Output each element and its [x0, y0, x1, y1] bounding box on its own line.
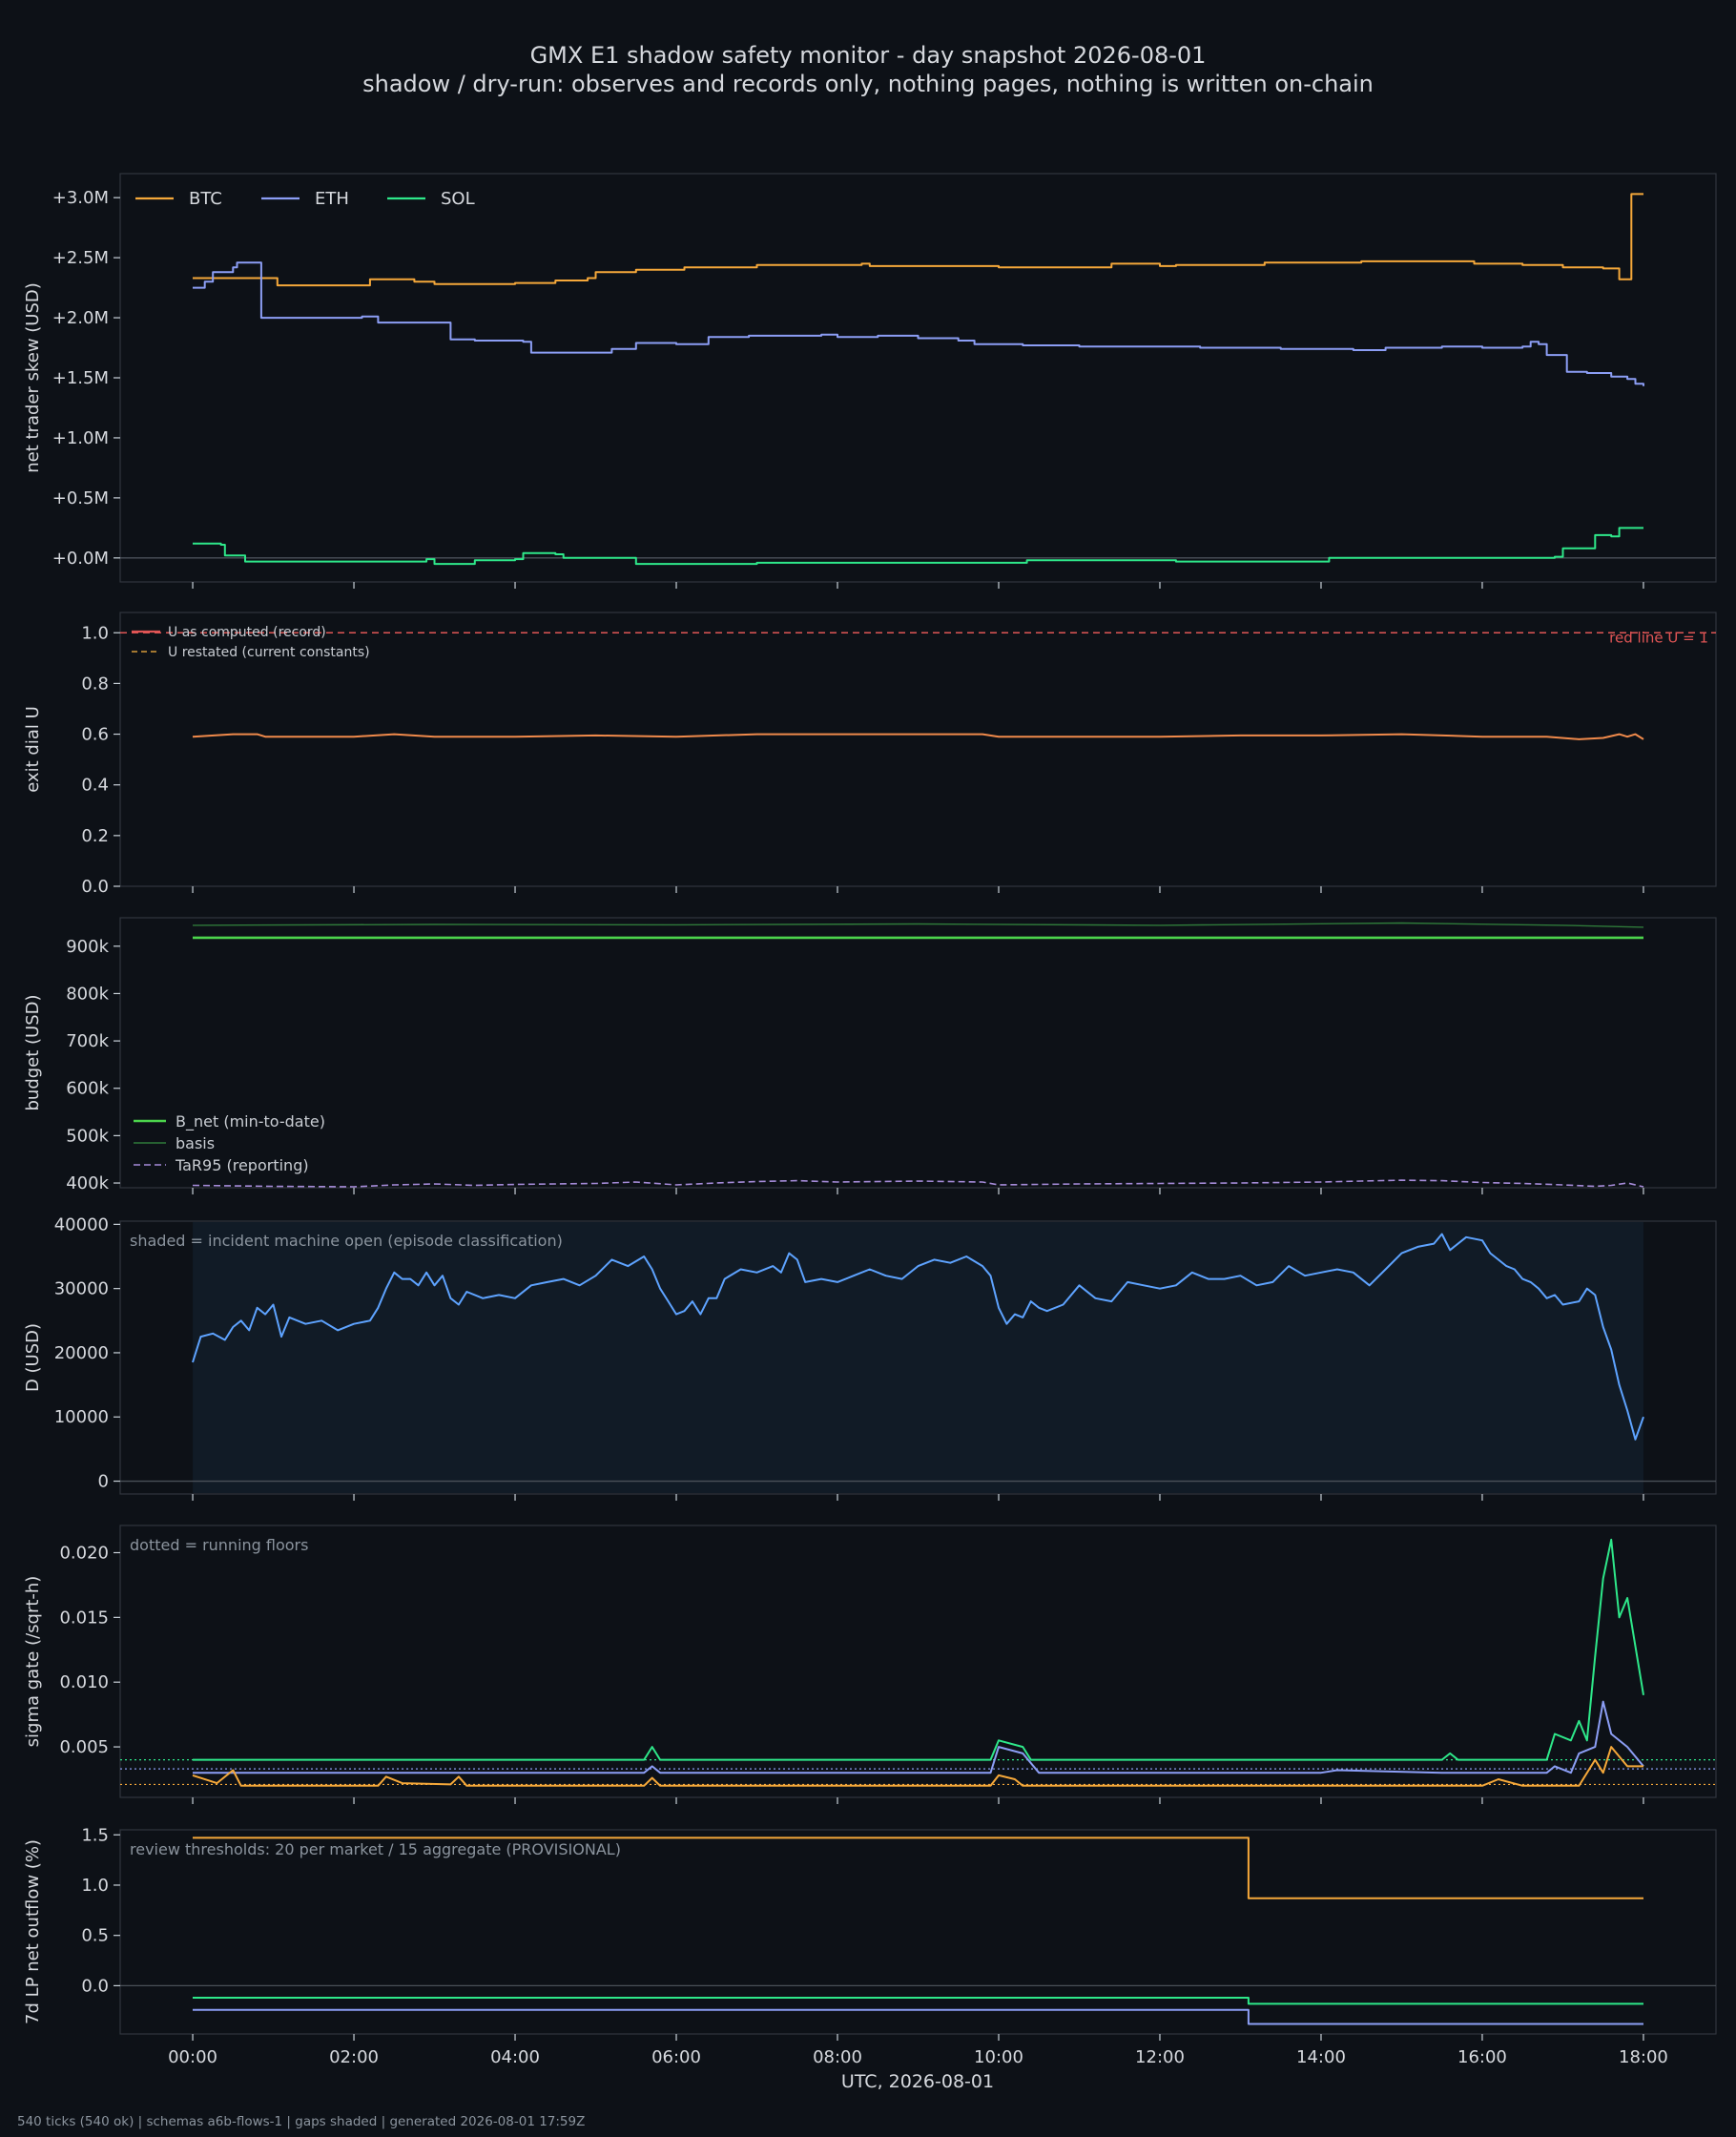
series-line-btc [193, 193, 1643, 287]
panel-frame [119, 173, 1717, 583]
panel-annotation: dotted = running floors [130, 1536, 308, 1554]
y-tick-label: 600k [66, 1079, 109, 1099]
legend-label: TaR95 (reporting) [175, 1156, 309, 1174]
series-line-u-as-computed-record- [192, 733, 1644, 740]
y-tick-label: +3.0M [52, 188, 109, 208]
y-tick-label: 0.6 [81, 725, 109, 745]
chart-title: GMX E1 shadow safety monitor - day snaps… [530, 42, 1207, 69]
chart-panels: +0.0M +0.5M +1.0M +1.5M +2.0M +2.5M +3.0M net t… [23, 173, 1717, 2067]
panel-budget: 400k 500k 600k 700k 800k 900k budget (USD) B_ne… [23, 917, 1717, 1194]
panel-frame [119, 1829, 1717, 2035]
x-tick-label: 06:00 [651, 2047, 701, 2067]
y-tick-label: 20000 [54, 1343, 109, 1363]
panel-frame [119, 1525, 1717, 1798]
x-tick-label: 08:00 [813, 2047, 862, 2067]
panel-d: 0 10000 20000 30000 40000 D (USD) shaded = inc… [23, 1214, 1717, 1501]
series-line-eth [193, 2008, 1643, 2025]
chart-subtitle: shadow / dry-run: observes and records o… [362, 71, 1374, 97]
y-tick-label: 500k [66, 1126, 109, 1146]
y-axis-label: D (USD) [23, 1323, 43, 1392]
y-tick-label: 700k [66, 1031, 109, 1051]
y-tick-label: 1.0 [81, 1876, 109, 1896]
series-line-sol [193, 527, 1643, 566]
panel-annotation: shaded = incident machine open (episode … [130, 1232, 563, 1250]
series-line-btc [192, 1746, 1643, 1787]
y-tick-label: 1.0 [81, 623, 109, 643]
panel-lp: 0.0 0.5 1.0 1.5 00:00 02:00 04:00 06:00 08:00 10:… [23, 1825, 1717, 2067]
series-line-tar95-reporting- [192, 1179, 1644, 1188]
panel-frame [119, 917, 1717, 1189]
footer-status: 540 ticks (540 ok) | schemas a6b-flows-1… [17, 2114, 585, 2129]
y-tick-label: +1.5M [52, 368, 109, 388]
legend-label: BTC [189, 189, 222, 209]
x-tick-label: 02:00 [329, 2047, 379, 2067]
y-axis-label: 7d LP net outflow (%) [23, 1839, 43, 2024]
y-tick-label: +1.0M [52, 428, 109, 448]
y-tick-label: 1.5 [81, 1825, 109, 1845]
y-tick-label: 10000 [54, 1407, 109, 1427]
legend-label: U restated (current constants) [168, 645, 370, 660]
y-tick-label: +2.5M [52, 248, 109, 268]
legend-label: basis [176, 1134, 215, 1152]
x-tick-label: 00:00 [168, 2047, 217, 2067]
series-line-basis [192, 922, 1644, 928]
y-tick-label: 0.4 [81, 776, 109, 796]
y-tick-label: 0.020 [59, 1544, 109, 1564]
y-tick-label: +0.5M [52, 488, 109, 508]
x-tick-label: 18:00 [1619, 2047, 1668, 2067]
y-tick-label: 0 [98, 1472, 109, 1492]
x-tick-label: 14:00 [1296, 2047, 1346, 2067]
x-tick-label: 04:00 [490, 2047, 540, 2067]
y-tick-label: 0.005 [59, 1737, 109, 1757]
x-axis-label: UTC, 2026-08-01 [841, 2071, 994, 2092]
y-tick-label: 0.2 [81, 826, 109, 846]
legend-label: ETH [315, 189, 349, 209]
y-tick-label: 0.5 [81, 1926, 109, 1946]
y-tick-label: 0.015 [59, 1608, 109, 1628]
panel-dial: 0.0 0.2 0.4 0.6 0.8 1.0 exit dial U red line U … [23, 612, 1717, 897]
series-line-d [192, 1233, 1644, 1441]
panel-annotation: review thresholds: 20 per market / 15 ag… [130, 1840, 621, 1858]
incident-shading [193, 1222, 1643, 1493]
panel-sigma: 0.005 0.010 0.015 0.020 sigma gate (/sqrt-h)… [23, 1525, 1717, 1804]
x-tick-label: 12:00 [1135, 2047, 1185, 2067]
x-tick-label: 16:00 [1457, 2047, 1507, 2067]
y-tick-label: 30000 [54, 1279, 109, 1299]
y-tick-label: 0.010 [59, 1672, 109, 1692]
y-tick-label: 40000 [54, 1214, 109, 1234]
y-tick-label: +2.0M [52, 308, 109, 328]
series-line-sol [193, 1538, 1644, 1761]
y-axis-label: net trader skew (USD) [23, 282, 43, 473]
y-tick-label: +0.0M [52, 549, 109, 569]
series-line-eth [193, 1700, 1644, 1774]
red-line-label: red line U = 1 [1609, 629, 1708, 646]
legend-label: SOL [441, 189, 475, 209]
y-axis-label: budget (USD) [23, 994, 43, 1110]
y-tick-label: 0.0 [81, 877, 109, 897]
series-line-sol [193, 1997, 1643, 2005]
y-tick-label: 900k [66, 937, 109, 957]
y-tick-label: 400k [66, 1173, 109, 1193]
panel-skew: +0.0M +0.5M +1.0M +1.5M +2.0M +2.5M +3.0M net t… [23, 173, 1717, 589]
y-tick-label: 800k [66, 984, 109, 1004]
y-axis-label: sigma gate (/sqrt-h) [23, 1576, 43, 1748]
legend-label: B_net (min-to-date) [176, 1112, 325, 1131]
x-tick-label: 10:00 [974, 2047, 1023, 2067]
y-axis-label: exit dial U [23, 706, 43, 793]
y-tick-label: 0.0 [81, 1976, 109, 1996]
series-line-eth [193, 261, 1644, 386]
legend-label: U as computed (record) [168, 625, 326, 640]
series-line-btc [193, 1836, 1643, 1899]
y-tick-label: 0.8 [81, 674, 109, 694]
panel-frame [119, 612, 1717, 887]
